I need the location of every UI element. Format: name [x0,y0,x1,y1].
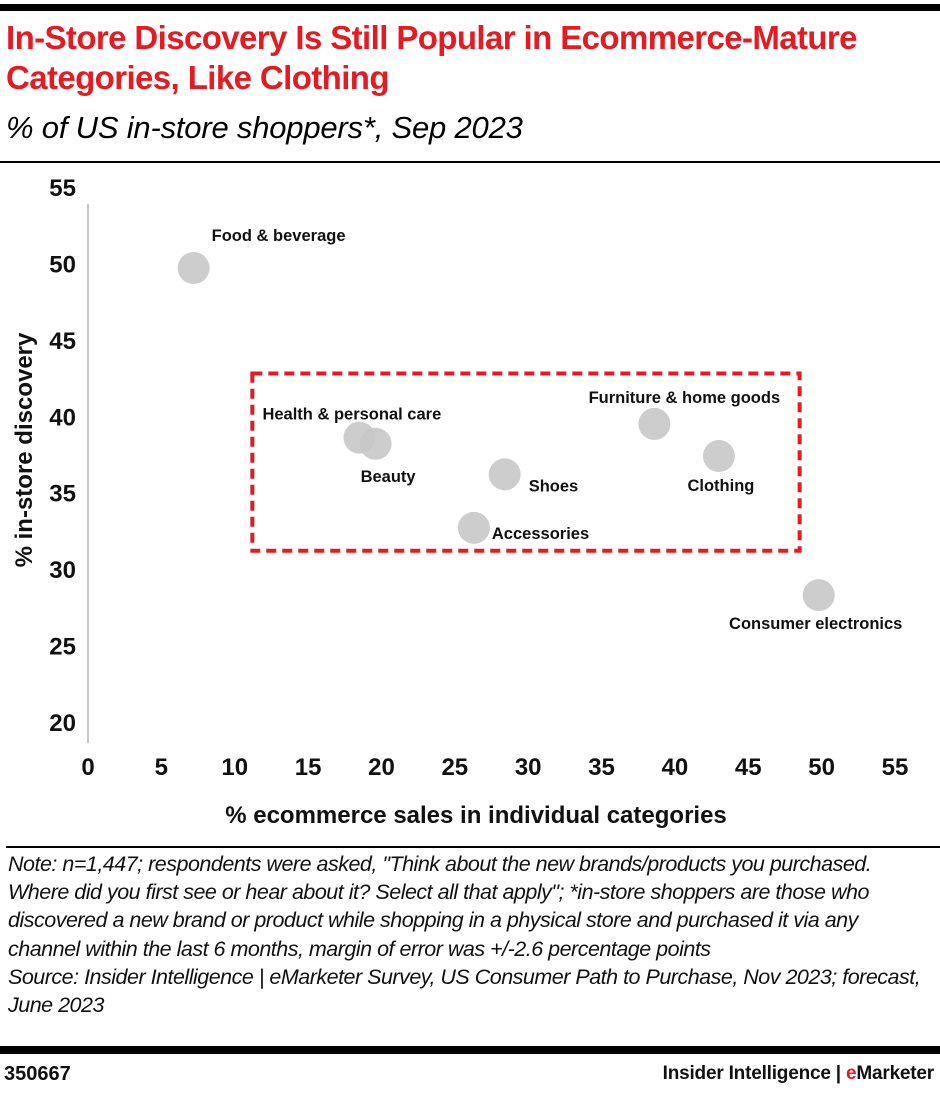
note-text: Note: n=1,447; respondents were asked, "… [8,852,872,961]
x-tick-label: 30 [515,754,542,781]
x-tick-label: 35 [588,754,615,781]
brand-logo: Insider Intelligence | eMarketer [662,1061,935,1087]
data-point [488,458,521,491]
x-axis-title: % ecommerce sales in individual categori… [225,802,727,829]
annotations [250,371,802,553]
y-axis-title: % in-store discovery [11,332,38,567]
top-bar [0,4,940,11]
x-tick-label: 15 [295,754,322,781]
chart-title: In-Store Discovery Is Still Popular in E… [6,19,858,96]
data-point-label: Food & beverage [212,227,346,245]
data-point-label: Beauty [361,468,417,486]
header-divider [0,161,940,163]
data-point-label: Furniture & home goods [589,389,781,407]
data-point-label: Health & personal care [262,406,441,424]
y-axis: 20 25 30 35 40 45 50 55 [49,175,89,743]
data-point [638,407,671,440]
data-point-label: Consumer electronics [729,615,902,633]
data-points [177,252,835,612]
y-tick-label: 20 [49,710,76,737]
x-tick-label: 20 [368,754,395,781]
data-point-label: Clothing [687,477,754,495]
y-tick-label: 55 [49,175,76,202]
x-tick-label: 40 [662,754,689,781]
brand-prefix: Insider Intelligence | [662,1063,846,1084]
data-point [802,579,835,612]
data-point-label: Accessories [492,525,589,543]
footer-divider [6,846,940,848]
data-point [457,511,490,544]
source-text: Source: Insider Intelligence | eMarketer… [8,964,921,1018]
scatter-chart: 20 25 30 35 40 45 50 55 0 5 10 15 20 25 30 35 40 45 50 55 … [0,165,940,845]
y-tick-label: 40 [49,404,76,431]
x-axis: 0 5 10 15 20 25 30 35 40 45 50 55 [81,754,908,781]
brand-suffix: Marketer [856,1063,934,1084]
y-tick-label: 50 [49,251,76,278]
x-tick-label: 5 [155,754,168,781]
data-point [359,427,392,460]
data-point [177,252,210,285]
data-point [702,440,735,473]
chart-id: 350667 [4,1063,71,1085]
x-tick-label: 25 [441,754,468,781]
x-tick-label: 0 [81,754,94,781]
y-tick-label: 25 [49,634,76,661]
x-tick-label: 55 [882,754,909,781]
y-tick-label: 35 [49,481,76,508]
y-tick-label: 30 [49,557,76,584]
point-labels: Food & beverage Health & personal care Bea… [212,227,903,633]
brand-accent: e [846,1063,857,1084]
x-tick-label: 45 [735,754,762,781]
footnote: Note: n=1,447; respondents were asked, "… [8,850,933,1019]
x-tick-label: 50 [808,754,835,781]
bottom-bar [0,1046,940,1054]
chart-subtitle: % of US in-store shoppers*, Sep 2023 [6,110,523,145]
y-tick-label: 45 [49,328,76,355]
data-point-label: Shoes [529,477,579,495]
highlight-box [250,371,802,553]
x-tick-label: 10 [221,754,248,781]
